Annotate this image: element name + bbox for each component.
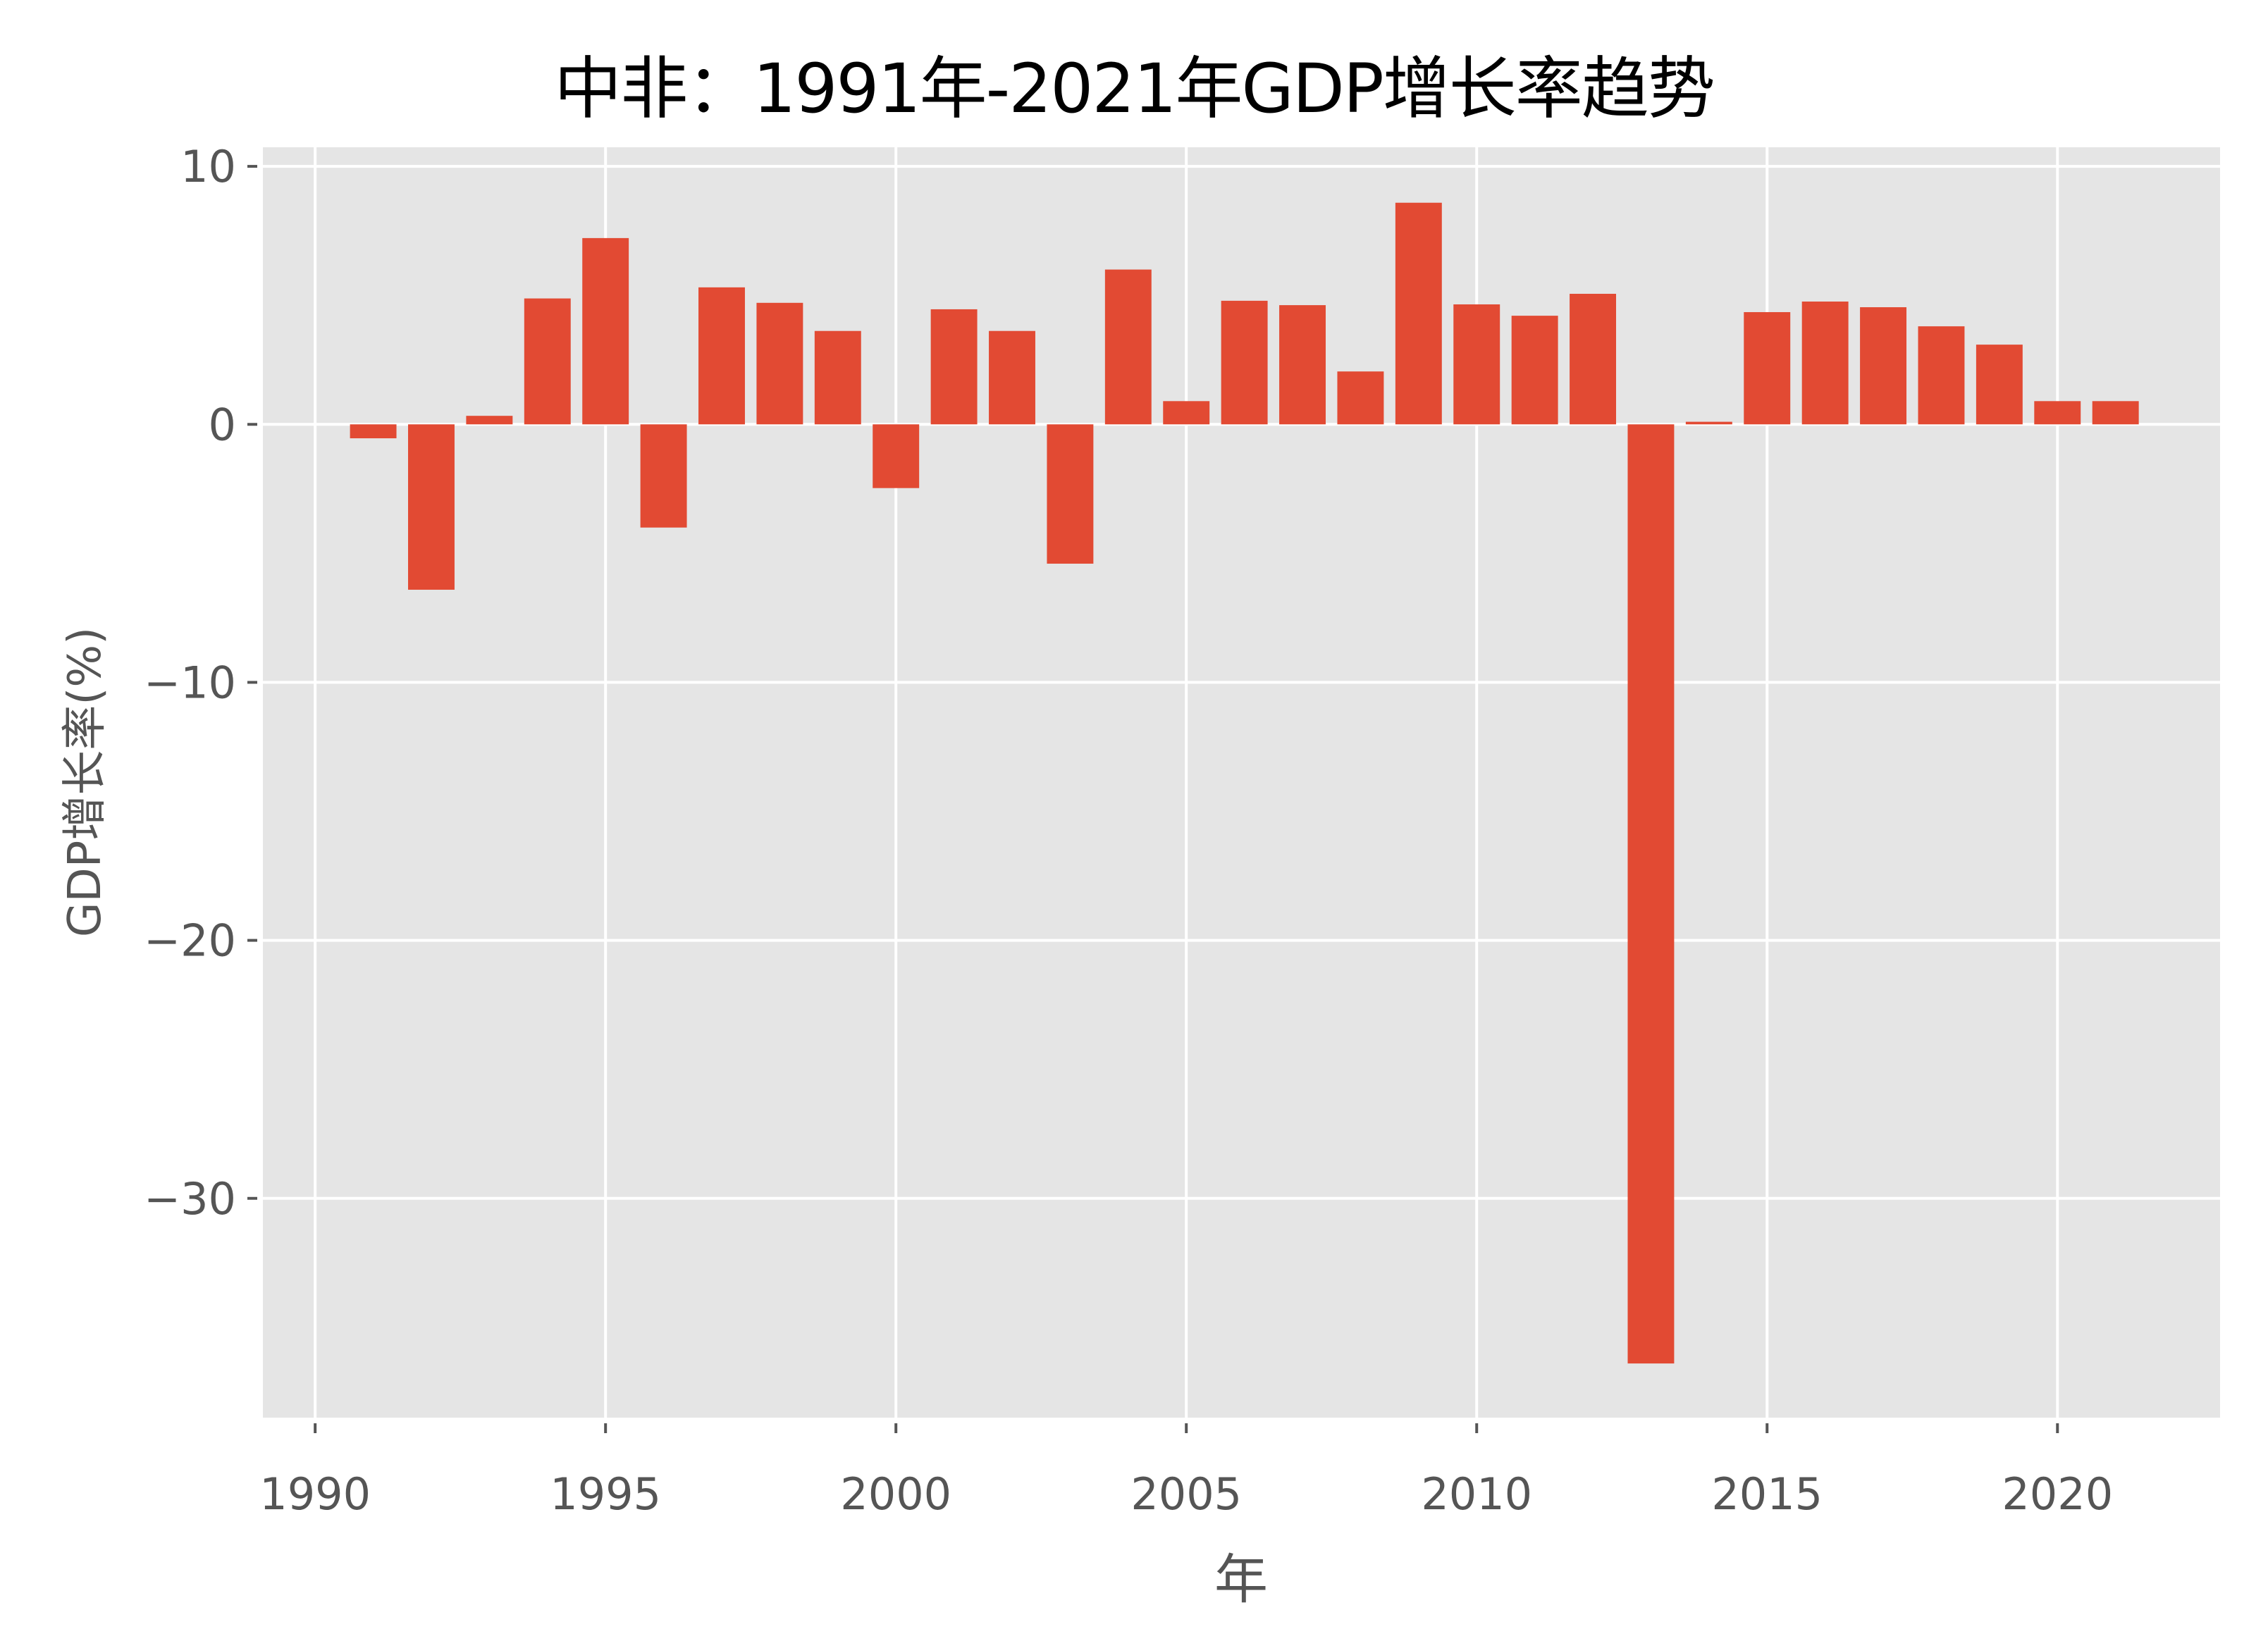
bar-1997 — [698, 287, 745, 425]
bar-2006 — [1221, 300, 1268, 425]
bar-1995 — [582, 237, 629, 425]
x-tick-label: 1995 — [550, 1468, 661, 1520]
bar-2010 — [1453, 304, 1500, 425]
bar-2020 — [2034, 401, 2081, 425]
x-tick-label: 2000 — [840, 1468, 951, 1520]
bar-2012 — [1570, 293, 1617, 425]
bar-2021 — [2092, 401, 2139, 425]
bar-1992 — [408, 424, 455, 590]
bar-2000 — [873, 424, 920, 488]
chart-title: 中非：1991年-2021年GDP增长率趋势 — [554, 49, 1715, 128]
x-tick-label: 2005 — [1130, 1468, 1242, 1520]
y-tick-label: 10 — [180, 141, 236, 192]
bar-2014 — [1685, 421, 1732, 425]
bar-2004 — [1104, 269, 1152, 425]
y-tick-label: −30 — [144, 1173, 236, 1225]
y-axis-ticks: 10 0 −10 −20 −30 — [144, 141, 257, 1225]
bar-2002 — [989, 330, 1035, 425]
y-tick-label: −20 — [144, 915, 236, 967]
bar-2018 — [1918, 326, 1965, 425]
bar-2016 — [1801, 301, 1849, 425]
bar-1991 — [350, 424, 397, 439]
bar-2001 — [930, 309, 978, 425]
bar-2019 — [1976, 345, 2023, 425]
bar-2007 — [1279, 305, 1326, 425]
bar-1998 — [756, 302, 803, 425]
bar-2015 — [1744, 311, 1791, 425]
bar-2005 — [1163, 401, 1210, 425]
x-tick-label: 2020 — [2002, 1468, 2113, 1520]
bar-2009 — [1395, 202, 1442, 425]
x-tick-label: 1990 — [259, 1468, 371, 1520]
bars — [350, 202, 2139, 1364]
bar-1999 — [814, 330, 861, 425]
x-tick-label: 2015 — [1711, 1468, 1823, 1520]
y-tick-label: −10 — [144, 657, 236, 708]
bar-2011 — [1511, 316, 1558, 425]
x-axis-label: 年 — [1214, 1548, 1268, 1611]
bar-1996 — [640, 424, 687, 528]
bar-2017 — [1860, 307, 1907, 425]
x-axis-ticks: 1990 1995 2000 2005 2010 2015 2020 — [259, 1423, 2113, 1520]
x-tick-label: 2010 — [1421, 1468, 1532, 1520]
bar-2008 — [1337, 371, 1384, 425]
bar-1993 — [466, 416, 513, 425]
bar-1994 — [524, 298, 571, 425]
bar-2003 — [1047, 424, 1094, 564]
bar-2013 — [1627, 424, 1675, 1364]
y-tick-label: 0 — [209, 399, 236, 450]
